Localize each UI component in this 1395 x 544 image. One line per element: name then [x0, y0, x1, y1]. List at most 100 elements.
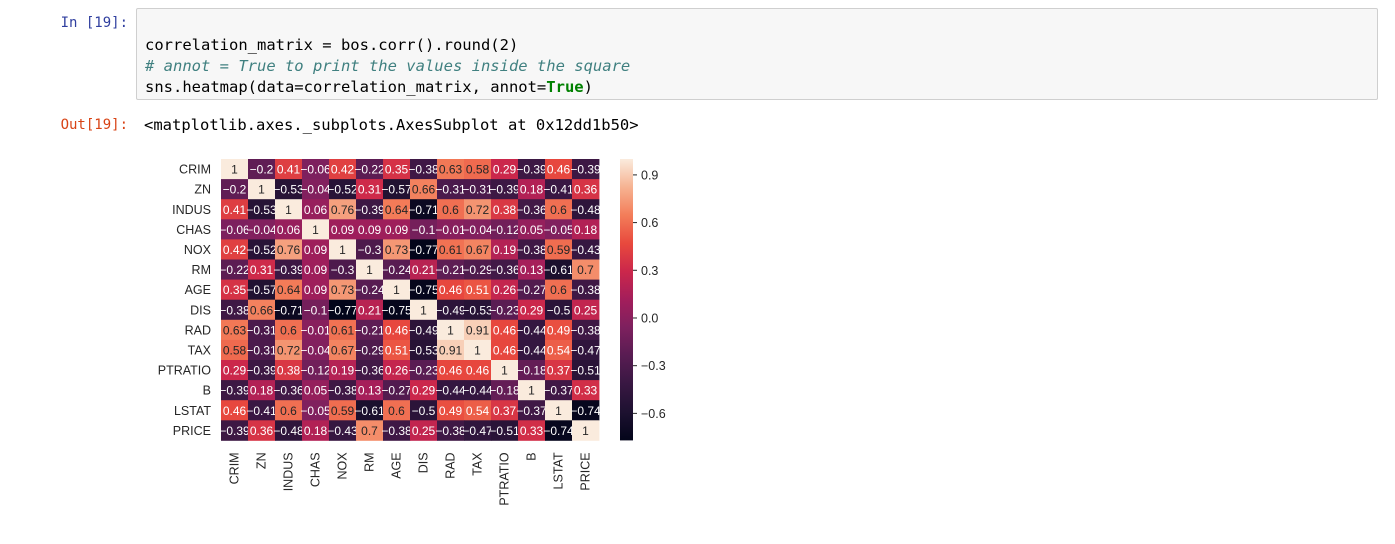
heatmap-cell	[248, 279, 276, 301]
cell-annotation: 0.33	[520, 424, 544, 438]
cell-annotation: −0.37	[543, 384, 574, 398]
cell-annotation: 1	[312, 223, 319, 237]
cell-annotation: −0.43	[570, 243, 601, 257]
heatmap-cell	[302, 319, 330, 341]
cell-annotation: −0.48	[570, 203, 601, 217]
heatmap-cell	[545, 259, 573, 280]
heatmap-cell	[545, 239, 573, 260]
heatmap-cell	[221, 239, 249, 260]
cell-annotation: −0.53	[273, 183, 304, 197]
heatmap-cell	[464, 360, 492, 381]
cell-annotation: −0.39	[354, 203, 385, 217]
y-tick-label: RM	[192, 263, 211, 277]
heatmap-cell	[383, 219, 411, 240]
cell-annotation: −0.39	[219, 424, 250, 438]
heatmap-cell	[329, 380, 357, 401]
y-tick-label: B	[203, 384, 211, 398]
cell-annotation: 0.91	[466, 323, 490, 337]
heatmap-cell	[491, 179, 519, 200]
heatmap-cell	[248, 219, 276, 240]
cell-annotation: 0.29	[520, 303, 544, 317]
cell-annotation: −0.3	[358, 243, 382, 257]
cell-annotation: −0.01	[435, 223, 466, 237]
heatmap-cell	[518, 199, 546, 220]
heatmap-cell	[410, 259, 438, 280]
colorbar-tick-label: −0.6	[641, 407, 666, 421]
cell-annotation: 0.41	[277, 163, 301, 177]
cell-annotation: −0.38	[435, 424, 466, 438]
heatmap-cell	[437, 319, 465, 341]
heatmap-cell	[302, 360, 330, 381]
heatmap-cell	[383, 360, 411, 381]
cell-annotation: 0.46	[466, 364, 490, 378]
heatmap-cell	[464, 400, 492, 421]
heatmap-cell	[437, 420, 465, 441]
cell-annotation: −0.31	[246, 323, 277, 337]
cell-annotation: −0.29	[462, 263, 493, 277]
code-line-1: correlation_matrix = bos.corr().round(2)	[145, 36, 519, 54]
cell-annotation: −0.22	[354, 163, 385, 177]
heatmap-cell	[383, 259, 411, 280]
cell-annotation: 0.72	[466, 203, 490, 217]
cell-annotation: −0.31	[435, 183, 466, 197]
cell-annotation: 0.18	[304, 424, 328, 438]
cell-annotation: −0.74	[570, 404, 601, 418]
heatmap-cell	[572, 219, 600, 240]
cell-annotation: −0.75	[381, 303, 412, 317]
cell-annotation: −0.1	[412, 223, 436, 237]
cell-annotation: −0.37	[516, 404, 547, 418]
cell-annotation: 0.18	[520, 183, 544, 197]
x-tick-label: B	[525, 452, 539, 460]
heatmap-cell	[248, 360, 276, 381]
heatmap-cell	[464, 159, 492, 180]
heatmap-cell	[356, 279, 384, 301]
heatmap-cell	[464, 339, 492, 361]
cell-annotation: −0.53	[408, 343, 439, 357]
cell-annotation: 1	[447, 323, 454, 337]
heatmap-cell	[572, 199, 600, 220]
cell-annotation: −0.2	[250, 163, 274, 177]
y-tick-label: PTRATIO	[158, 364, 212, 378]
heatmap-cell	[491, 199, 519, 220]
heatmap-cell	[356, 319, 384, 341]
heatmap-cell	[221, 279, 249, 301]
heatmap-cell	[464, 319, 492, 341]
cell-annotation: 0.91	[439, 343, 463, 357]
heatmap-cell	[464, 380, 492, 401]
heatmap-cell	[302, 339, 330, 361]
heatmap-cell	[275, 400, 303, 421]
cell-annotation: −0.21	[435, 263, 466, 277]
heatmap-cell	[437, 339, 465, 361]
heatmap-cell	[248, 299, 276, 321]
colorbar-tick-label: 0.0	[641, 311, 658, 325]
heatmap-cell	[437, 239, 465, 260]
cell-annotation: 1	[474, 343, 481, 357]
heatmap-cell	[302, 420, 330, 441]
heatmap-cell	[572, 239, 600, 260]
cell-annotation: 0.31	[358, 183, 382, 197]
cell-annotation: −0.61	[543, 263, 574, 277]
cell-annotation: 0.13	[358, 384, 382, 398]
cell-annotation: 0.67	[331, 343, 355, 357]
cell-annotation: 0.73	[385, 243, 409, 257]
y-tick-label: NOX	[184, 243, 212, 257]
heatmap-cell	[356, 380, 384, 401]
heatmap-cell	[545, 400, 573, 421]
heatmap-cell	[491, 360, 519, 381]
x-tick-label: DIS	[417, 452, 431, 473]
y-tick-label: DIS	[190, 303, 211, 317]
cell-annotation: 0.76	[277, 243, 301, 257]
y-tick-label: PRICE	[173, 424, 211, 438]
heatmap-cell	[221, 420, 249, 441]
cell-annotation: 1	[501, 364, 508, 378]
heatmap-cell	[356, 239, 384, 260]
heatmap-cell	[518, 159, 546, 180]
heatmap-cell	[572, 179, 600, 200]
heatmap-cell	[410, 360, 438, 381]
cell-annotation: 1	[582, 424, 589, 438]
cell-annotation: 0.42	[223, 243, 247, 257]
heatmap-cell	[275, 259, 303, 280]
heatmap-cell	[491, 380, 519, 401]
code-input-area[interactable]: correlation_matrix = bos.corr().round(2)…	[136, 8, 1378, 100]
cell-annotation: 0.66	[250, 303, 274, 317]
